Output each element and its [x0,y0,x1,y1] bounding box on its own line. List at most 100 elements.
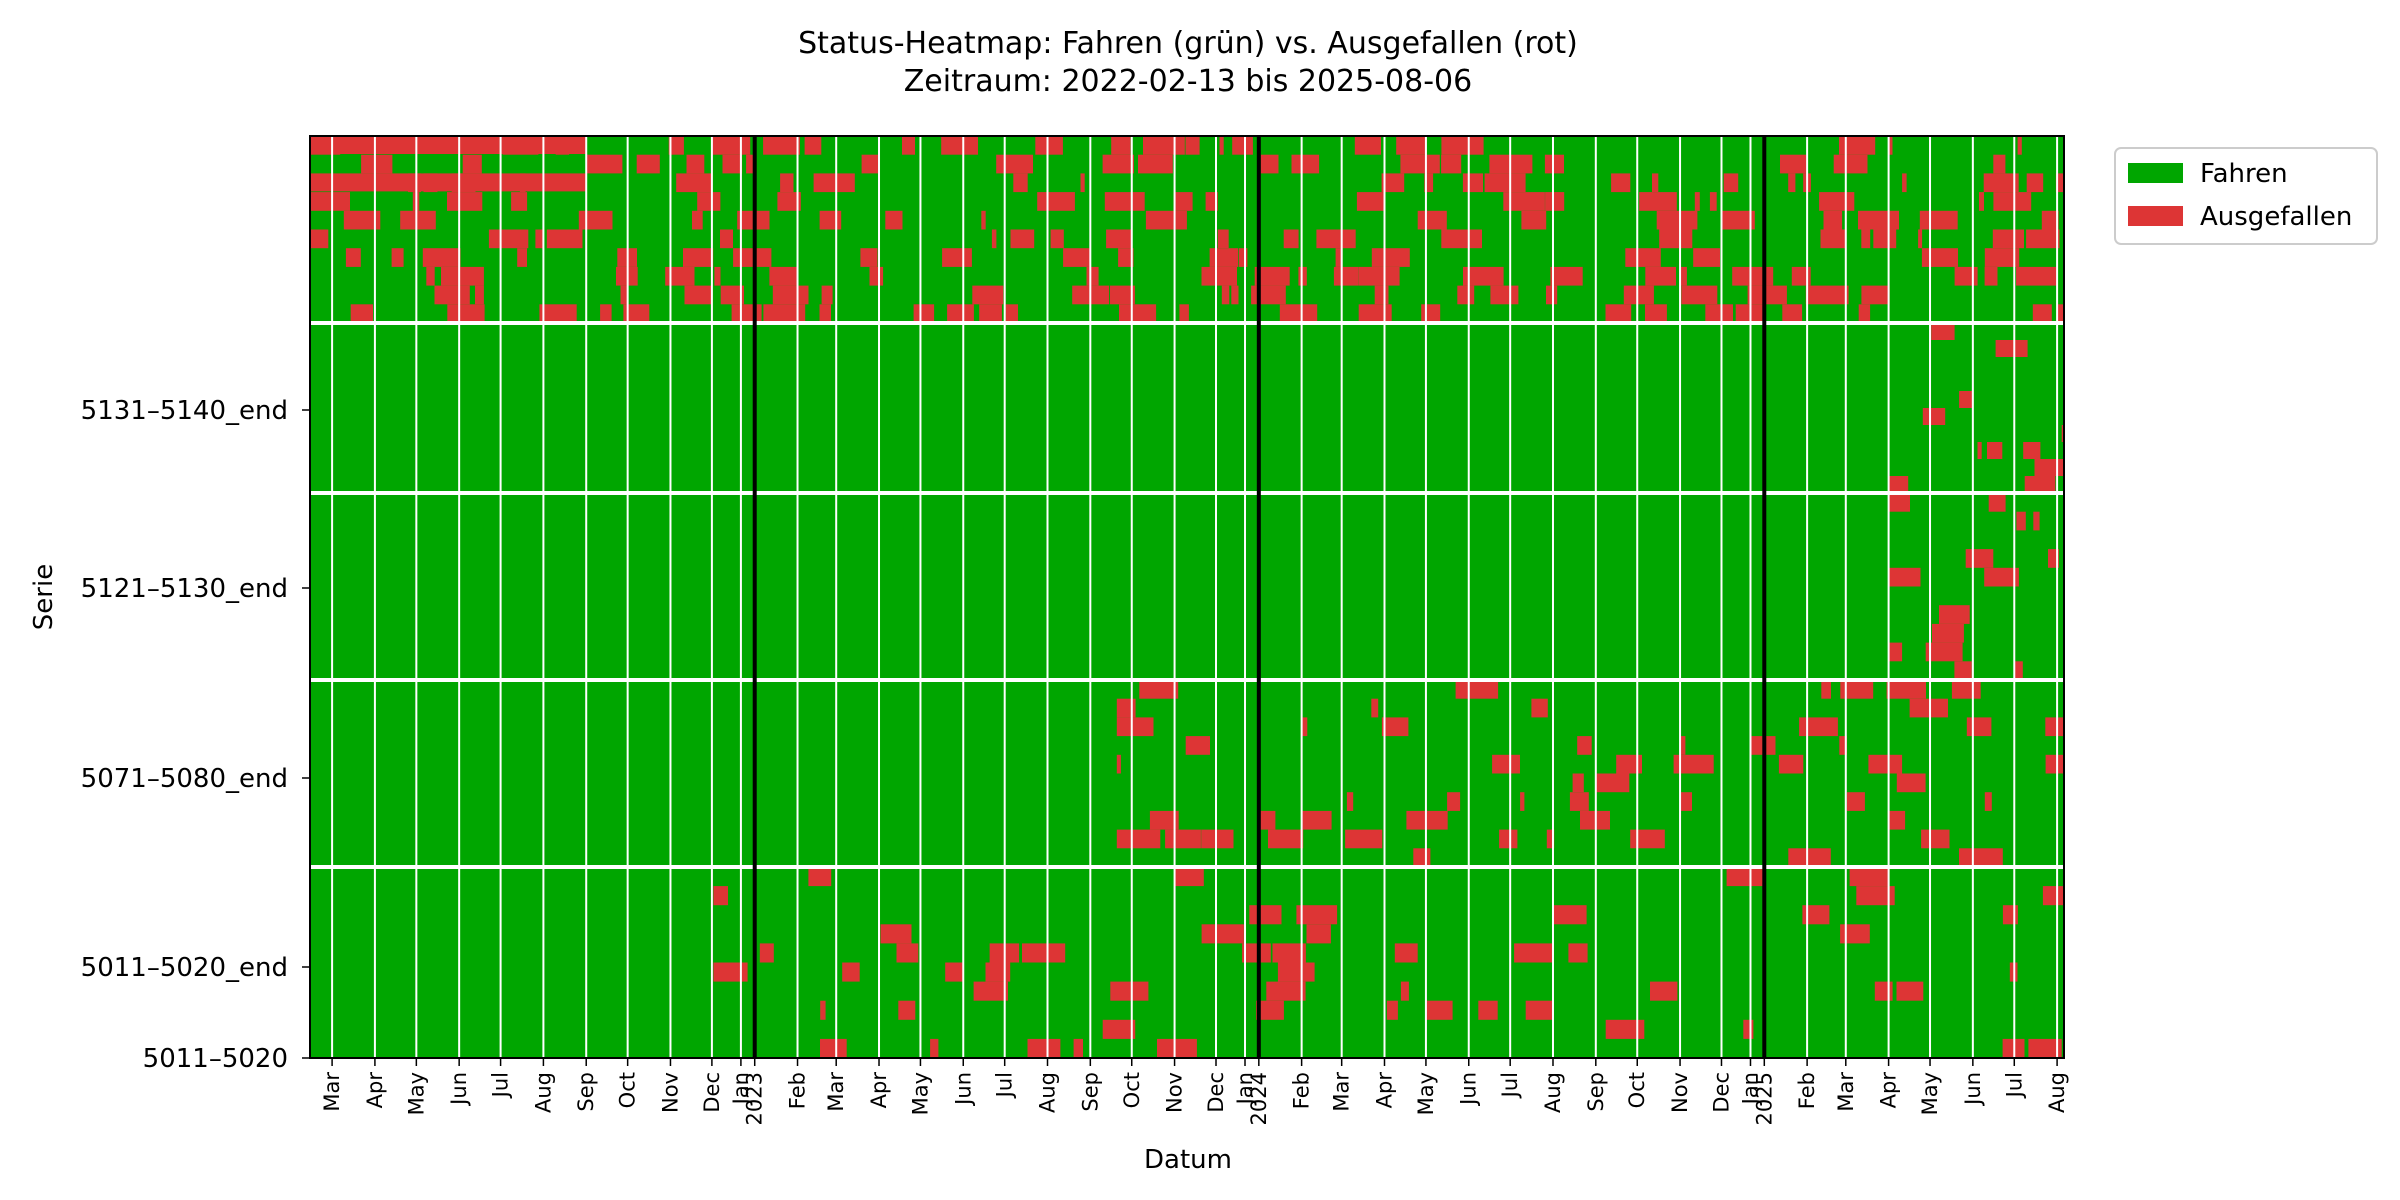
heatmap-cell-ausgefallen [1839,136,1876,155]
heatmap-cell-ausgefallen [1788,848,1831,867]
heatmap-cell-ausgefallen [1896,773,1926,793]
heatmap-cell-ausgefallen [1868,754,1903,774]
x-tick-label: Jun [447,1072,471,1107]
x-tick-label: 2024 [1247,1072,1271,1125]
heatmap-cell-ausgefallen [733,248,772,267]
heatmap-cell-ausgefallen [991,229,997,249]
heatmap-cell-ausgefallen [913,304,935,323]
heatmap-cell-ausgefallen [1027,1038,1061,1058]
heatmap-cell-ausgefallen [1858,304,1871,323]
heatmap-cell-ausgefallen [1272,943,1306,963]
heatmap-band-5131-5140-end-background [310,323,2064,493]
heatmap-cell-ausgefallen [1861,229,1871,249]
heatmap-cell-ausgefallen [711,136,751,155]
heatmap-cell-ausgefallen [2028,1038,2062,1058]
heatmap-cell-ausgefallen [1747,285,1787,305]
heatmap-cell-ausgefallen [1296,905,1338,925]
heatmap-cell-ausgefallen [1499,829,1518,849]
heatmap-cell-ausgefallen [1846,792,1865,811]
heatmap-cell-ausgefallen [820,1000,826,1020]
heatmap-cell-ausgefallen [1902,173,1907,193]
heatmap-cell-ausgefallen [2024,476,2056,493]
x-tick-label: Jan [1739,1072,1763,1106]
heatmap-band-5011-5020-end-background [310,867,2064,1058]
heatmap-cell-ausgefallen [2026,173,2044,193]
heatmap-cell-ausgefallen [586,154,623,174]
heatmap-cell-ausgefallen [1550,266,1583,286]
heatmap-cell-ausgefallen [546,229,583,249]
heatmap-cell-ausgefallen [1680,792,1692,811]
heatmap-cell-ausgefallen [885,210,903,230]
heatmap-cell-ausgefallen [1157,1038,1197,1058]
heatmap-cell-ausgefallen [979,304,1002,323]
heatmap-cell-ausgefallen [1104,192,1145,211]
heatmap-cell-ausgefallen [1932,623,1964,643]
heatmap-cell-ausgefallen [973,981,1008,1001]
heatmap-cell-ausgefallen [772,285,809,305]
heatmap-plot-area [310,136,2064,1058]
heatmap-cell-ausgefallen [623,304,650,323]
heatmap-cell-ausgefallen [1544,154,1564,174]
heatmap-cell-ausgefallen [1861,285,1890,305]
heatmap-cell-ausgefallen [1455,680,1499,699]
heatmap-cell-ausgefallen [896,943,919,963]
heatmap-cell-ausgefallen [1256,1000,1284,1020]
heatmap-cell-ausgefallen [1673,754,1714,774]
x-tick-label: Mar [1834,1072,1858,1112]
heatmap-cell-ausgefallen [1839,736,1847,755]
heatmap-cell-ausgefallen [1939,605,1970,624]
group-separators [310,321,2064,869]
heatmap-cell-ausgefallen [1345,829,1383,849]
heatmap-cell-ausgefallen [1441,136,1484,155]
heatmap-cell-ausgefallen [1693,248,1720,267]
heatmap-cell-ausgefallen [535,229,543,249]
heatmap-cell-ausgefallen [1921,248,1958,267]
heatmap-cell-ausgefallen [2042,886,2064,906]
y-axis-ticks: 5131–5140_end 5121–5130_end 5071–5080_end 5… [81,396,310,1074]
heatmap-cell-ausgefallen [1139,680,1179,699]
heatmap-cell-ausgefallen [1219,136,1224,155]
month-gridlines [331,136,2059,1058]
legend-swatch-ausgefallen [2128,206,2183,226]
heatmap-cell-ausgefallen [1492,754,1520,774]
heatmap-cell-ausgefallen [391,248,404,267]
heatmap-cell-ausgefallen [947,304,974,323]
heatmap-cell-ausgefallen [686,154,705,174]
x-tick-label: Oct [1120,1072,1144,1108]
heatmap-cell-ausgefallen [731,304,762,323]
heatmap-cell-ausgefallen [400,210,436,230]
heatmap-cell-ausgefallen [1424,173,1434,193]
heatmap-cell-ausgefallen [1888,136,1893,155]
heatmap-cell-ausgefallen [1291,154,1320,174]
heatmap-cell-ausgefallen [1301,717,1308,737]
heatmap-cell-ausgefallen [1165,829,1201,849]
heatmap-cell-ausgefallen [720,285,744,305]
heatmap-cell-ausgefallen [1954,266,1978,286]
heatmap-cell-ausgefallen [1959,391,1974,408]
heatmap-cell-ausgefallen [720,229,733,249]
heatmap-cell-ausgefallen [1799,717,1838,737]
heatmap-cell-ausgefallen [1979,192,1984,211]
heatmap-cell-ausgefallen [1886,680,1926,699]
heatmap-cell-ausgefallen [1073,1038,1083,1058]
heatmap-cell-ausgefallen [1301,810,1332,830]
heatmap-cell-ausgefallen [1726,867,1763,887]
chart-title-line1: Status-Heatmap: Fahren (grün) vs. Ausgef… [798,26,1578,61]
x-tick-label: Jun [951,1072,975,1107]
heatmap-cell-ausgefallen [665,266,695,286]
heatmap-cell-ausgefallen [441,266,484,286]
x-tick-label: Nov [1163,1072,1187,1113]
heatmap-cell-ausgefallen [1010,229,1035,249]
heatmap-cell-ausgefallen [1116,717,1154,737]
heatmap-cell-ausgefallen [1102,154,1134,174]
heatmap-cell-ausgefallen [1823,210,1843,230]
heatmap-cell-ausgefallen [1984,567,2019,587]
heatmap-cell-ausgefallen [447,192,483,211]
x-tick-label: Jun [1961,1072,1985,1107]
heatmap-cell-ausgefallen [1249,905,1282,925]
heatmap-cell-ausgefallen [620,285,628,305]
heatmap-cell-ausgefallen [746,154,755,174]
y-axis-label: Serie [29,564,59,630]
heatmap-cell-ausgefallen [1102,1019,1136,1039]
